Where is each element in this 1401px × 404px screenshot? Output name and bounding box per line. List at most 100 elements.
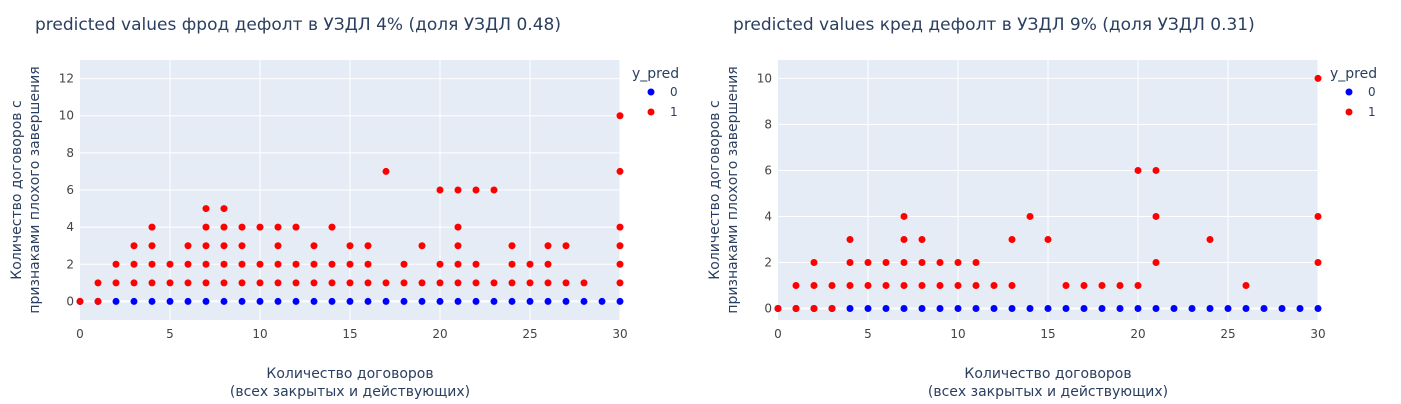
- data-point-series-0[interactable]: [400, 297, 408, 305]
- data-point-series-1[interactable]: [864, 258, 872, 266]
- data-point-series-0[interactable]: [1098, 304, 1106, 312]
- data-point-series-1[interactable]: [954, 281, 962, 289]
- data-point-series-1[interactable]: [616, 242, 624, 250]
- data-point-series-1[interactable]: [918, 281, 926, 289]
- data-point-series-1[interactable]: [238, 223, 246, 231]
- data-point-series-1[interactable]: [130, 279, 138, 287]
- data-point-series-1[interactable]: [1098, 281, 1106, 289]
- data-point-series-1[interactable]: [274, 223, 282, 231]
- data-point-series-0[interactable]: [328, 297, 336, 305]
- data-point-series-1[interactable]: [184, 260, 192, 268]
- data-point-series-1[interactable]: [1134, 166, 1142, 174]
- data-point-series-1[interactable]: [508, 279, 516, 287]
- data-point-series-1[interactable]: [400, 279, 408, 287]
- data-point-series-1[interactable]: [1242, 281, 1250, 289]
- data-point-series-0[interactable]: [882, 304, 890, 312]
- data-point-series-1[interactable]: [220, 242, 228, 250]
- data-point-series-1[interactable]: [328, 279, 336, 287]
- data-point-series-1[interactable]: [774, 304, 782, 312]
- data-point-series-1[interactable]: [454, 279, 462, 287]
- data-point-series-0[interactable]: [1206, 304, 1214, 312]
- data-point-series-1[interactable]: [472, 260, 480, 268]
- data-point-series-1[interactable]: [616, 112, 624, 120]
- data-point-series-0[interactable]: [238, 297, 246, 305]
- data-point-series-1[interactable]: [544, 279, 552, 287]
- data-point-series-1[interactable]: [508, 260, 516, 268]
- data-point-series-1[interactable]: [202, 223, 210, 231]
- data-point-series-1[interactable]: [184, 279, 192, 287]
- data-point-series-1[interactable]: [202, 205, 210, 213]
- data-point-series-1[interactable]: [364, 260, 372, 268]
- data-point-series-1[interactable]: [828, 281, 836, 289]
- data-point-series-1[interactable]: [1062, 281, 1070, 289]
- data-point-series-0[interactable]: [1062, 304, 1070, 312]
- data-point-series-1[interactable]: [544, 242, 552, 250]
- data-point-series-0[interactable]: [936, 304, 944, 312]
- data-point-series-1[interactable]: [292, 279, 300, 287]
- data-point-series-0[interactable]: [562, 297, 570, 305]
- data-point-series-0[interactable]: [184, 297, 192, 305]
- data-point-series-1[interactable]: [1152, 258, 1160, 266]
- data-point-series-1[interactable]: [256, 223, 264, 231]
- data-point-series-0[interactable]: [1314, 304, 1322, 312]
- data-point-series-1[interactable]: [382, 167, 390, 175]
- data-point-series-1[interactable]: [490, 186, 498, 194]
- data-point-series-1[interactable]: [346, 260, 354, 268]
- data-point-series-1[interactable]: [220, 279, 228, 287]
- data-point-series-0[interactable]: [382, 297, 390, 305]
- data-point-series-0[interactable]: [346, 297, 354, 305]
- data-point-series-0[interactable]: [508, 297, 516, 305]
- data-point-series-0[interactable]: [112, 297, 120, 305]
- data-point-series-1[interactable]: [526, 260, 534, 268]
- data-point-series-0[interactable]: [1170, 304, 1178, 312]
- data-point-series-0[interactable]: [1242, 304, 1250, 312]
- data-point-series-1[interactable]: [616, 223, 624, 231]
- legend-item-1[interactable]: 1: [1345, 105, 1376, 119]
- data-point-series-1[interactable]: [76, 297, 84, 305]
- data-point-series-1[interactable]: [238, 260, 246, 268]
- data-point-series-0[interactable]: [1080, 304, 1088, 312]
- data-point-series-0[interactable]: [526, 297, 534, 305]
- data-point-series-1[interactable]: [436, 279, 444, 287]
- data-point-series-1[interactable]: [238, 279, 246, 287]
- data-point-series-1[interactable]: [1026, 212, 1034, 220]
- data-point-series-1[interactable]: [274, 242, 282, 250]
- data-point-series-1[interactable]: [148, 242, 156, 250]
- data-point-series-1[interactable]: [1044, 235, 1052, 243]
- data-point-series-0[interactable]: [846, 304, 854, 312]
- data-point-series-0[interactable]: [490, 297, 498, 305]
- data-point-series-0[interactable]: [274, 297, 282, 305]
- data-point-series-1[interactable]: [292, 260, 300, 268]
- data-point-series-1[interactable]: [864, 281, 872, 289]
- data-point-series-1[interactable]: [418, 279, 426, 287]
- data-point-series-1[interactable]: [220, 205, 228, 213]
- data-point-series-1[interactable]: [220, 223, 228, 231]
- data-point-series-1[interactable]: [900, 281, 908, 289]
- data-point-series-1[interactable]: [1134, 281, 1142, 289]
- data-point-series-0[interactable]: [148, 297, 156, 305]
- data-point-series-0[interactable]: [918, 304, 926, 312]
- data-point-series-1[interactable]: [436, 186, 444, 194]
- data-point-series-1[interactable]: [454, 186, 462, 194]
- data-point-series-0[interactable]: [580, 297, 588, 305]
- data-point-series-1[interactable]: [454, 242, 462, 250]
- data-point-series-0[interactable]: [1152, 304, 1160, 312]
- data-point-series-1[interactable]: [1008, 235, 1016, 243]
- data-point-series-0[interactable]: [418, 297, 426, 305]
- data-point-series-1[interactable]: [364, 242, 372, 250]
- data-point-series-0[interactable]: [220, 297, 228, 305]
- data-point-series-1[interactable]: [918, 235, 926, 243]
- data-point-series-1[interactable]: [274, 279, 282, 287]
- data-point-series-0[interactable]: [616, 297, 624, 305]
- data-point-series-1[interactable]: [792, 281, 800, 289]
- data-point-series-1[interactable]: [562, 279, 570, 287]
- data-point-series-1[interactable]: [616, 279, 624, 287]
- data-point-series-1[interactable]: [900, 258, 908, 266]
- data-point-series-0[interactable]: [436, 297, 444, 305]
- data-point-series-1[interactable]: [972, 258, 980, 266]
- data-point-series-0[interactable]: [544, 297, 552, 305]
- data-point-series-1[interactable]: [454, 223, 462, 231]
- data-point-series-1[interactable]: [148, 279, 156, 287]
- data-point-series-1[interactable]: [328, 223, 336, 231]
- data-point-series-0[interactable]: [864, 304, 872, 312]
